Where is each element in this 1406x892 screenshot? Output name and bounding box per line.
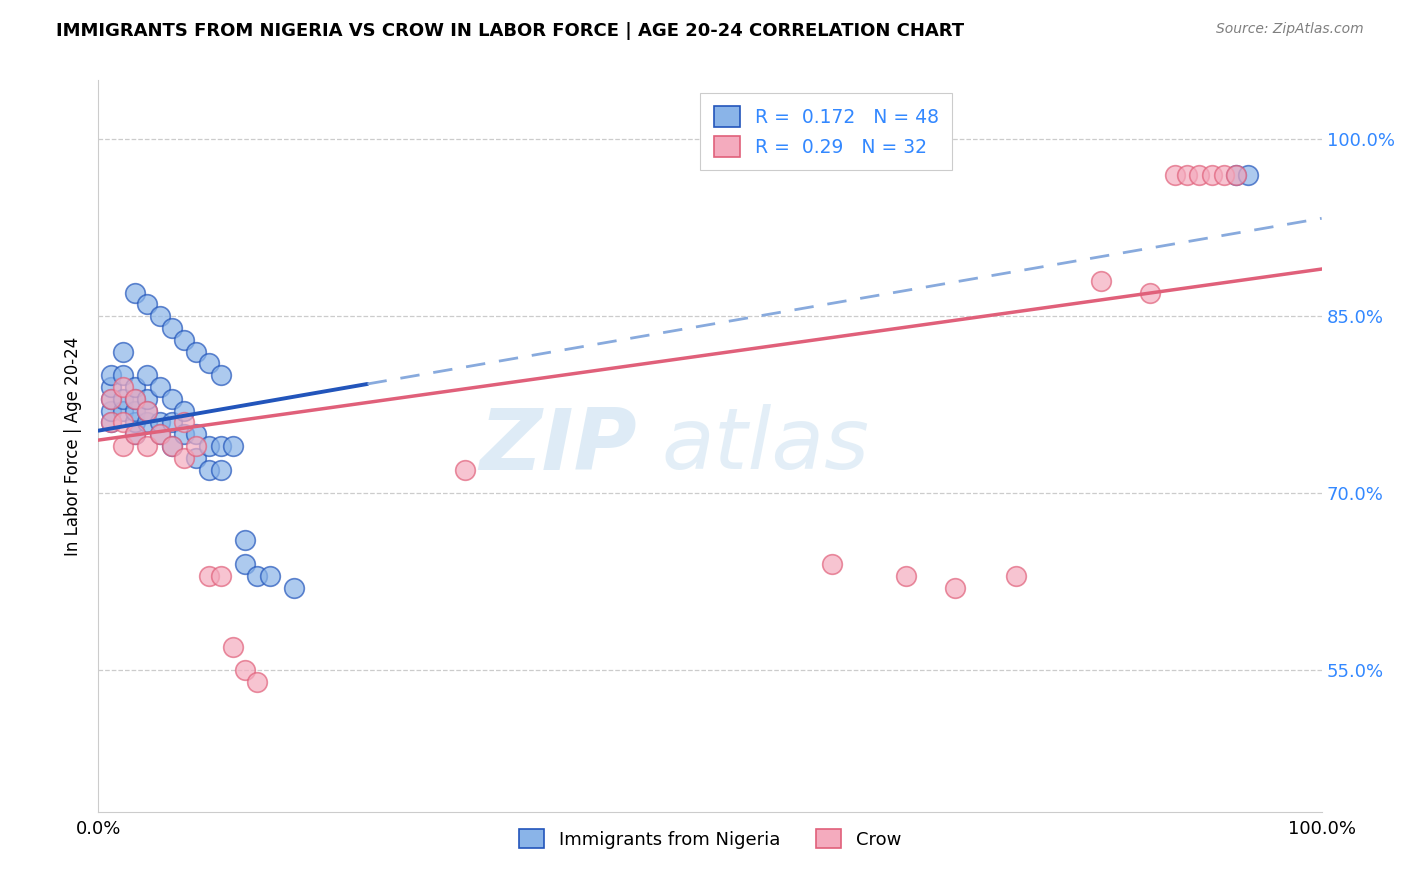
Point — [124, 427, 146, 442]
Point — [186, 439, 208, 453]
Point — [136, 416, 159, 430]
Point — [111, 403, 134, 417]
Point — [100, 392, 122, 406]
Point — [173, 427, 195, 442]
Point — [209, 568, 232, 582]
Point — [1188, 168, 1211, 182]
Point — [111, 416, 134, 430]
Point — [1201, 168, 1223, 182]
Text: atlas: atlas — [661, 404, 869, 488]
Point — [136, 368, 159, 383]
Point — [186, 450, 208, 465]
Point — [136, 403, 159, 417]
Point — [149, 427, 172, 442]
Point — [197, 462, 219, 476]
Point — [111, 392, 134, 406]
Point — [1212, 168, 1234, 182]
Point — [100, 416, 122, 430]
Point — [100, 392, 122, 406]
Point — [209, 368, 232, 383]
Point — [943, 581, 966, 595]
Point — [160, 439, 183, 453]
Point — [124, 416, 146, 430]
Point — [1175, 168, 1198, 182]
Point — [111, 368, 134, 383]
Point — [136, 392, 159, 406]
Point — [100, 380, 122, 394]
Point — [209, 462, 232, 476]
Point — [124, 392, 146, 406]
Point — [454, 462, 477, 476]
Point — [124, 285, 146, 300]
Point — [894, 568, 917, 582]
Point — [136, 403, 159, 417]
Text: IMMIGRANTS FROM NIGERIA VS CROW IN LABOR FORCE | AGE 20-24 CORRELATION CHART: IMMIGRANTS FROM NIGERIA VS CROW IN LABOR… — [56, 22, 965, 40]
Point — [124, 427, 146, 442]
Point — [124, 403, 146, 417]
Point — [136, 439, 159, 453]
Point — [100, 403, 122, 417]
Point — [100, 368, 122, 383]
Point — [233, 557, 256, 571]
Point — [222, 439, 245, 453]
Point — [149, 416, 172, 430]
Point — [160, 321, 183, 335]
Point — [149, 380, 172, 394]
Point — [160, 392, 183, 406]
Point — [136, 297, 159, 311]
Point — [1004, 568, 1026, 582]
Text: Source: ZipAtlas.com: Source: ZipAtlas.com — [1216, 22, 1364, 37]
Point — [821, 557, 844, 571]
Point — [1164, 168, 1187, 182]
Point — [233, 533, 256, 548]
Point — [1090, 274, 1112, 288]
Point — [1237, 168, 1260, 182]
Point — [149, 427, 172, 442]
Point — [111, 344, 134, 359]
Point — [111, 380, 134, 394]
Point — [259, 568, 281, 582]
Point — [1225, 168, 1247, 182]
Point — [222, 640, 245, 654]
Legend: Immigrants from Nigeria, Crow: Immigrants from Nigeria, Crow — [510, 820, 910, 857]
Point — [124, 392, 146, 406]
Point — [186, 344, 208, 359]
Point — [197, 356, 219, 370]
Point — [233, 663, 256, 677]
Point — [173, 333, 195, 347]
Point — [173, 403, 195, 417]
Point — [149, 310, 172, 324]
Point — [283, 581, 305, 595]
Point — [209, 439, 232, 453]
Point — [111, 439, 134, 453]
Point — [173, 450, 195, 465]
Point — [160, 416, 183, 430]
Point — [160, 439, 183, 453]
Point — [246, 568, 269, 582]
Text: ZIP: ZIP — [479, 404, 637, 488]
Point — [100, 416, 122, 430]
Point — [197, 568, 219, 582]
Point — [1225, 168, 1247, 182]
Point — [1139, 285, 1161, 300]
Y-axis label: In Labor Force | Age 20-24: In Labor Force | Age 20-24 — [65, 336, 83, 556]
Point — [197, 439, 219, 453]
Point — [124, 380, 146, 394]
Point — [246, 675, 269, 690]
Point — [173, 416, 195, 430]
Point — [186, 427, 208, 442]
